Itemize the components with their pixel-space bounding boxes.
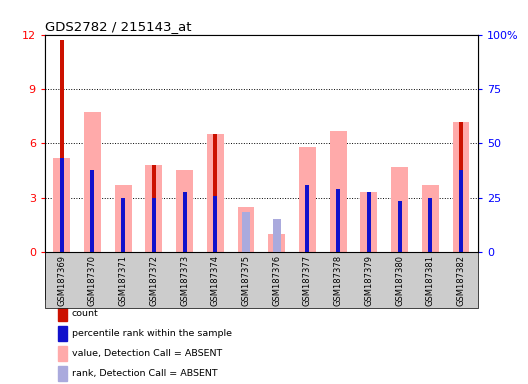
Bar bbox=[367, 192, 371, 252]
Text: value, Detection Call = ABSENT: value, Detection Call = ABSENT bbox=[72, 349, 222, 358]
Bar bbox=[459, 170, 463, 252]
Bar bbox=[58, 346, 68, 361]
Bar bbox=[115, 185, 131, 252]
Bar bbox=[58, 306, 68, 321]
Bar bbox=[361, 192, 378, 252]
Bar bbox=[231, 252, 292, 300]
Bar bbox=[459, 122, 463, 252]
Bar bbox=[238, 207, 254, 252]
Bar bbox=[46, 252, 108, 300]
Bar bbox=[53, 158, 70, 252]
Bar bbox=[391, 167, 408, 252]
Text: agent: agent bbox=[45, 271, 76, 281]
Text: GDS2782 / 215143_at: GDS2782 / 215143_at bbox=[45, 20, 191, 33]
Text: control polyamide an
dihydrotestosterone: control polyamide an dihydrotestosterone bbox=[297, 266, 379, 286]
Bar bbox=[273, 219, 280, 252]
Bar bbox=[58, 326, 68, 341]
Bar bbox=[90, 170, 95, 252]
Bar bbox=[384, 252, 476, 300]
Bar bbox=[299, 147, 316, 252]
Bar bbox=[213, 196, 218, 252]
Bar bbox=[84, 113, 101, 252]
Bar bbox=[207, 134, 224, 252]
Bar bbox=[268, 234, 285, 252]
Text: percentile rank within the sample: percentile rank within the sample bbox=[72, 329, 232, 338]
Bar bbox=[428, 198, 432, 252]
Bar bbox=[329, 131, 346, 252]
Bar bbox=[60, 40, 64, 252]
Text: rank, Detection Call = ABSENT: rank, Detection Call = ABSENT bbox=[72, 369, 218, 378]
Bar bbox=[213, 134, 218, 252]
Text: untreated: untreated bbox=[58, 271, 96, 280]
Bar bbox=[292, 252, 384, 300]
Text: WGWWCW
polyamide and
dihydrotestosterone: WGWWCW polyamide and dihydrotestosterone bbox=[391, 261, 469, 291]
Bar bbox=[152, 165, 156, 252]
Bar bbox=[183, 192, 186, 252]
Bar bbox=[58, 366, 68, 381]
Bar bbox=[108, 252, 231, 300]
Text: bicalutamide and
dihydrotestosterone: bicalutamide and dihydrotestosterone bbox=[222, 266, 300, 286]
Bar bbox=[176, 170, 193, 252]
Bar bbox=[452, 122, 469, 252]
Bar bbox=[305, 185, 309, 252]
Bar bbox=[145, 165, 162, 252]
Bar bbox=[422, 185, 439, 252]
Bar bbox=[152, 198, 156, 252]
Text: dihydrotestosterone: dihydrotestosterone bbox=[130, 271, 208, 280]
Text: count: count bbox=[72, 309, 99, 318]
Bar bbox=[398, 201, 401, 252]
Bar bbox=[121, 198, 125, 252]
Bar bbox=[60, 158, 64, 252]
Bar bbox=[242, 212, 250, 252]
Bar bbox=[336, 189, 340, 252]
